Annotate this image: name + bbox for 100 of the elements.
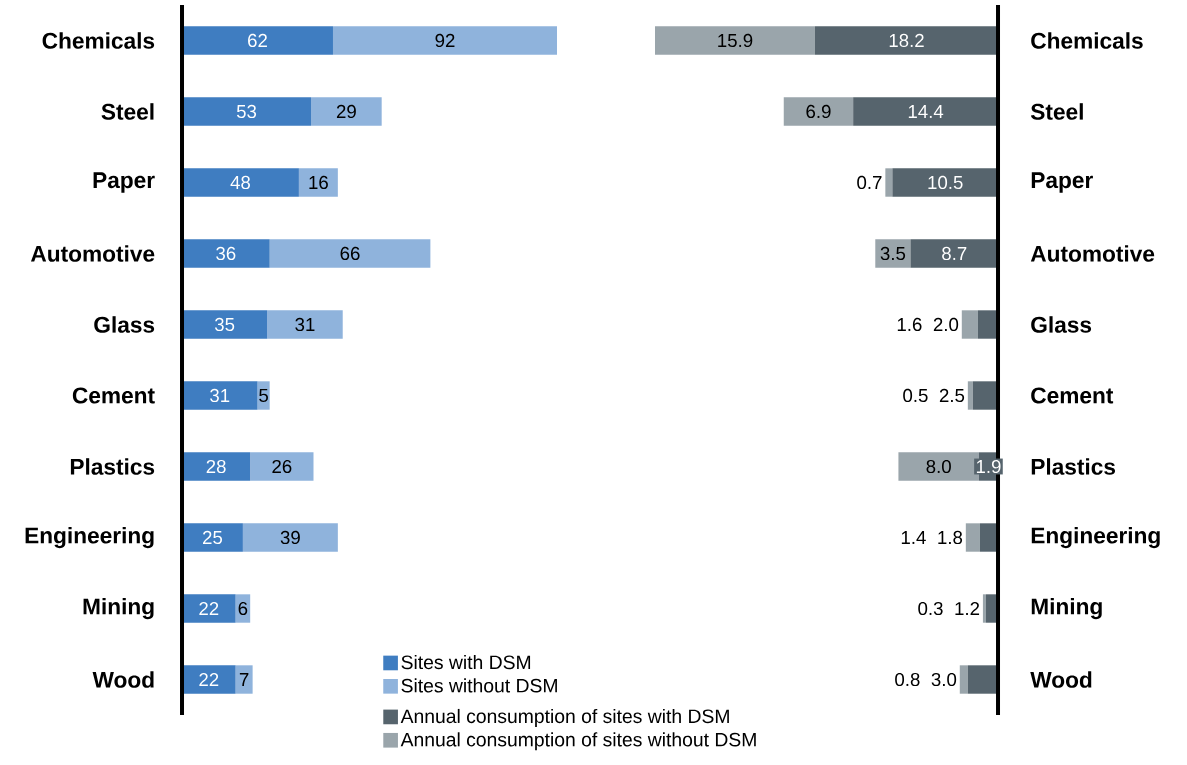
y-tick-label: Cement (1031, 387, 1114, 404)
data-label: 10.5 (928, 175, 963, 190)
data-label: 48 (230, 175, 251, 190)
data-label: 26 (272, 459, 292, 474)
data-label: 35 (214, 317, 235, 332)
bar (979, 523, 998, 552)
bar (311, 97, 382, 126)
y-tick-label: Glass (94, 316, 155, 333)
y-tick-label: Plastics (70, 458, 155, 475)
data-label: 0.8 (895, 672, 920, 687)
data-label: 6 (238, 601, 248, 616)
bar (655, 26, 815, 55)
data-label: 25 (203, 530, 223, 545)
data-label: 18.2 (889, 33, 924, 48)
y-tick-label: Chemicals (42, 32, 155, 49)
data-label: 0.3 (918, 601, 943, 616)
data-label: 39 (280, 530, 300, 545)
data-label: 2.5 (939, 388, 965, 403)
data-label: 14.4 (908, 105, 944, 118)
data-label: 6.9 (806, 104, 831, 119)
data-label: 15.9 (718, 33, 753, 48)
bar (961, 310, 978, 339)
bar (182, 26, 333, 55)
data-label: 5 (259, 388, 268, 403)
y-tick-label: Cement (72, 387, 155, 404)
data-label: 1.9 (976, 459, 1001, 474)
data-label: 8.0 (926, 459, 951, 474)
y-tick-label: Paper (1031, 172, 1093, 193)
bar (910, 239, 998, 268)
data-label: 31 (210, 388, 230, 403)
data-label: 66 (340, 246, 360, 261)
data-label: 62 (248, 33, 267, 48)
bar (898, 452, 979, 481)
bar (875, 239, 911, 268)
bar (965, 523, 980, 552)
y-tick-label: Engineering (25, 526, 154, 549)
bar (967, 665, 998, 694)
data-label: 53 (236, 104, 257, 119)
data-label: 8.7 (942, 246, 967, 261)
bar (967, 381, 973, 410)
legend-label: Annual consumption of sites without DSM (400, 732, 756, 751)
bar (853, 97, 998, 126)
y-tick-label: Steel (1030, 103, 1083, 120)
y-tick-label: Automotive (30, 245, 155, 262)
y-tick-label: Plastics (1031, 458, 1116, 475)
data-label: 0.7 (857, 175, 882, 190)
data-label: 1.4 (901, 531, 926, 544)
bar (235, 665, 253, 694)
bar (250, 452, 314, 481)
data-label: 1.8 (938, 530, 963, 545)
bar (814, 26, 998, 55)
bar (269, 239, 431, 268)
bar (257, 381, 270, 410)
bar (885, 168, 893, 197)
legend-label: Sites without DSM (401, 678, 557, 693)
data-label: 92 (435, 33, 455, 48)
bar (783, 97, 854, 126)
bar (332, 26, 558, 55)
y-tick-label: Mining (83, 597, 154, 620)
bar (982, 594, 986, 623)
legend-label: Annual consumption of sites with DSM (400, 708, 729, 727)
data-label: 36 (216, 246, 236, 261)
data-label: 22 (199, 672, 219, 687)
bar (298, 168, 338, 197)
data-label: 29 (336, 104, 356, 119)
data-label: 0.5 (903, 388, 928, 403)
bar (182, 168, 299, 197)
bar (182, 239, 270, 268)
data-label: 31 (295, 317, 315, 332)
y-tick-label: Wood (92, 671, 154, 688)
bar (182, 310, 268, 339)
legend-label: Sites with DSM (401, 654, 531, 670)
bar (182, 381, 258, 410)
bar (182, 594, 236, 623)
y-tick-label: Glass (1031, 316, 1092, 333)
bar (182, 452, 251, 481)
y-tick-label: Chemicals (1031, 32, 1143, 49)
y-tick-label: Wood (1030, 671, 1092, 688)
data-label: 2.0 (933, 317, 959, 332)
data-label: 28 (206, 459, 226, 474)
data-label: 1.2 (955, 601, 980, 616)
data-label: 3.5 (880, 246, 906, 261)
bar (267, 310, 343, 339)
bar (182, 523, 243, 552)
bar (977, 310, 998, 339)
bar (972, 381, 998, 410)
y-tick-label: Engineering (1031, 526, 1160, 549)
data-label: 3.0 (931, 672, 957, 687)
bar (892, 168, 998, 197)
bar (182, 665, 236, 694)
bar (242, 523, 338, 552)
bar (959, 665, 968, 694)
y-tick-label: Automotive (1030, 245, 1155, 262)
y-tick-label: Mining (1031, 597, 1102, 620)
bar (182, 97, 312, 126)
y-tick-label: Paper (93, 172, 155, 193)
data-label: 7 (239, 673, 249, 686)
y-tick-label: Steel (101, 103, 154, 120)
data-label: 22 (199, 601, 219, 616)
data-label: 16 (309, 175, 328, 190)
